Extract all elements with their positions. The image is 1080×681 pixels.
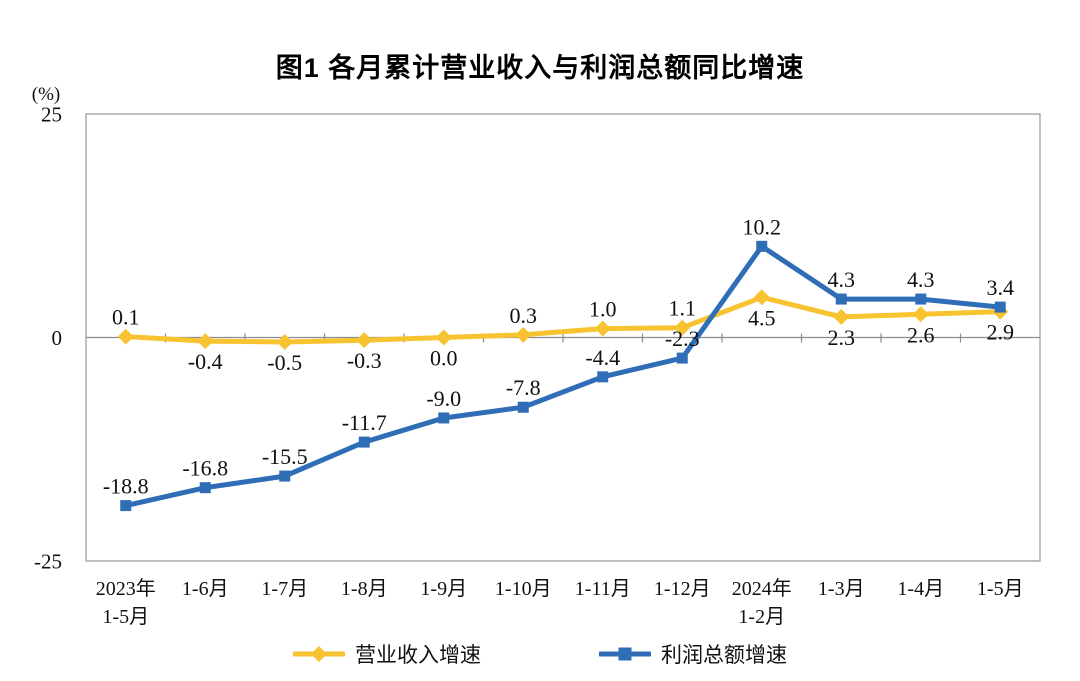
revenue-growth-marker: [912, 306, 929, 323]
x-tick-label: 1-12月: [654, 578, 711, 600]
chart-title: 图1 各月累计营业收入与利润总额同比增速: [275, 53, 805, 83]
revenue-growth-data-label: 1.1: [669, 296, 697, 321]
revenue-growth-data-label: 0.1: [112, 305, 140, 330]
profit-growth-data-label: 3.4: [987, 275, 1015, 300]
revenue-growth-marker: [515, 326, 532, 343]
revenue-growth-marker: [356, 332, 373, 349]
x-tick-label: 1-3月: [818, 578, 865, 600]
profit-growth-data-label: -2.3: [665, 326, 700, 351]
legend-item-revenue-growth: 营业收入增速: [291, 639, 481, 669]
profit-growth-marker: [517, 401, 529, 413]
y-tick-label: 0: [52, 326, 63, 350]
x-tick-label: 1-11月: [575, 578, 631, 600]
y-axis-unit-label: (%): [31, 84, 61, 105]
profit-growth-marker: [279, 470, 291, 482]
x-tick-label: 1-10月: [495, 578, 552, 600]
profit-growth-data-label: 4.3: [828, 267, 856, 292]
profit-growth-marker: [756, 240, 768, 252]
profit-growth-data-label: -7.8: [506, 375, 541, 400]
legend-marker-revenue-diamond-icon: [291, 645, 347, 663]
revenue-growth-marker: [276, 333, 293, 350]
revenue-growth-data-label: 0.0: [430, 346, 458, 371]
revenue-growth-data-label: 0.3: [510, 303, 538, 328]
revenue-growth-marker: [117, 328, 134, 345]
legend-label-revenue-growth: 营业收入增速: [355, 643, 481, 667]
profit-growth-marker: [438, 412, 450, 424]
revenue-growth-line: [123, 294, 1003, 345]
profit-growth-marker: [199, 482, 211, 494]
profit-growth-data-label: 4.3: [907, 267, 935, 292]
profit-growth-marker: [676, 352, 688, 364]
revenue-growth-data-label: 4.5: [748, 305, 776, 330]
x-tick-label: 1-5月: [102, 606, 149, 628]
legend-item-profit-growth: 利润总额增速: [597, 639, 787, 669]
revenue-growth-data-label: 2.3: [828, 325, 856, 350]
x-tick-label: 1-9月: [420, 578, 467, 600]
x-tick-label: 1-7月: [261, 578, 308, 600]
revenue-growth-marker: [197, 333, 214, 350]
x-tick-label: 1-8月: [341, 578, 388, 600]
x-tick-label: 1-2月: [738, 606, 785, 628]
revenue-growth-data-label: 2.6: [907, 322, 935, 347]
profit-growth-data-label: -15.5: [262, 444, 308, 469]
profit-growth-data-label: 10.2: [743, 214, 782, 239]
legend-label-profit-growth: 利润总额增速: [661, 643, 787, 667]
revenue-growth-data-label: -0.5: [267, 350, 302, 375]
profit-growth-marker: [597, 371, 609, 383]
y-tick-label: 25: [41, 103, 62, 127]
profit-growth-data-label: -9.0: [426, 386, 461, 411]
revenue-growth-marker: [594, 320, 611, 337]
x-tick-label: 2024年: [732, 577, 792, 600]
profit-growth-data-label: -4.4: [585, 345, 620, 370]
revenue-growth-marker: [833, 308, 850, 325]
profit-growth-marker: [835, 293, 847, 305]
revenue-growth-data-label: -0.4: [188, 349, 223, 374]
y-tick-label: -25: [34, 550, 62, 574]
x-tick-label: 2023年: [96, 577, 156, 600]
profit-growth-data-label: -18.8: [103, 474, 149, 499]
profit-growth-marker: [915, 293, 927, 305]
profit-growth-marker: [994, 301, 1006, 313]
x-tick-label: 1-6月: [182, 578, 229, 600]
x-tick-label: 1-4月: [897, 578, 944, 600]
legend-marker-profit-square-icon: [597, 645, 653, 663]
profit-growth-line: [123, 243, 1003, 509]
legend: 营业收入增速 利润总额增速: [0, 639, 1080, 669]
revenue-growth-data-label: -0.3: [347, 348, 382, 373]
revenue-growth-data-label: 1.0: [589, 297, 617, 322]
x-tick-label: 1-5月: [977, 578, 1024, 600]
profit-growth-marker: [120, 500, 132, 512]
revenue-growth-marker: [753, 289, 770, 306]
profit-growth-marker: [358, 436, 370, 448]
profit-growth-data-label: -11.7: [342, 410, 387, 435]
revenue-growth-marker: [674, 319, 691, 336]
revenue-growth-data-label: 2.9: [987, 320, 1015, 345]
profit-growth-data-label: -16.8: [182, 456, 228, 481]
revenue-growth-marker: [435, 329, 452, 346]
